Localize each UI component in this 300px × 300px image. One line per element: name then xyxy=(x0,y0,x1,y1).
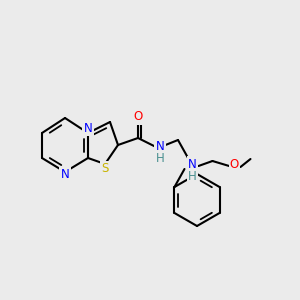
Text: O: O xyxy=(134,110,142,124)
Text: H: H xyxy=(188,170,197,184)
Text: N: N xyxy=(61,167,69,181)
Text: S: S xyxy=(101,163,109,176)
Text: H: H xyxy=(156,152,164,164)
Text: O: O xyxy=(230,158,239,172)
Text: N: N xyxy=(156,140,164,152)
Text: N: N xyxy=(188,158,197,170)
Text: N: N xyxy=(84,122,92,134)
